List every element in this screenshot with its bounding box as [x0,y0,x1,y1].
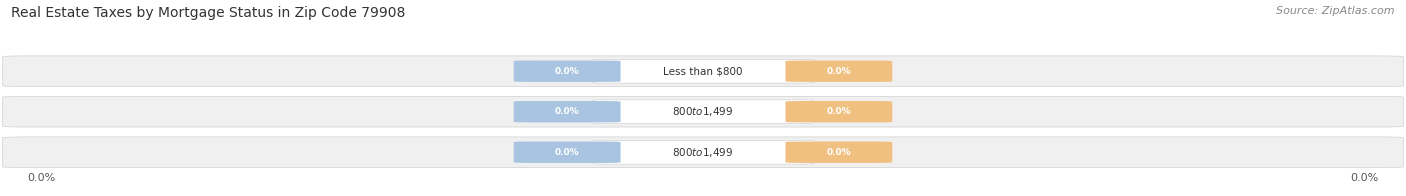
FancyBboxPatch shape [786,61,893,82]
FancyBboxPatch shape [786,101,893,122]
FancyBboxPatch shape [786,142,893,163]
Text: Real Estate Taxes by Mortgage Status in Zip Code 79908: Real Estate Taxes by Mortgage Status in … [11,6,405,20]
Text: 0.0%: 0.0% [827,67,851,76]
Text: 0.0%: 0.0% [555,107,579,116]
Text: Source: ZipAtlas.com: Source: ZipAtlas.com [1277,6,1395,16]
FancyBboxPatch shape [592,59,814,83]
Text: 0.0%: 0.0% [555,67,579,76]
Text: 0.0%: 0.0% [27,173,55,183]
FancyBboxPatch shape [3,96,1403,127]
Text: 0.0%: 0.0% [555,148,579,157]
FancyBboxPatch shape [592,140,814,164]
FancyBboxPatch shape [3,137,1403,168]
Text: $800 to $1,499: $800 to $1,499 [672,146,734,159]
Text: $800 to $1,499: $800 to $1,499 [672,105,734,118]
FancyBboxPatch shape [3,56,1403,86]
FancyBboxPatch shape [513,142,620,163]
FancyBboxPatch shape [513,101,620,122]
Text: Less than $800: Less than $800 [664,66,742,76]
FancyBboxPatch shape [513,61,620,82]
Text: 0.0%: 0.0% [827,107,851,116]
FancyBboxPatch shape [592,100,814,124]
Text: 0.0%: 0.0% [1351,173,1379,183]
Text: 0.0%: 0.0% [827,148,851,157]
